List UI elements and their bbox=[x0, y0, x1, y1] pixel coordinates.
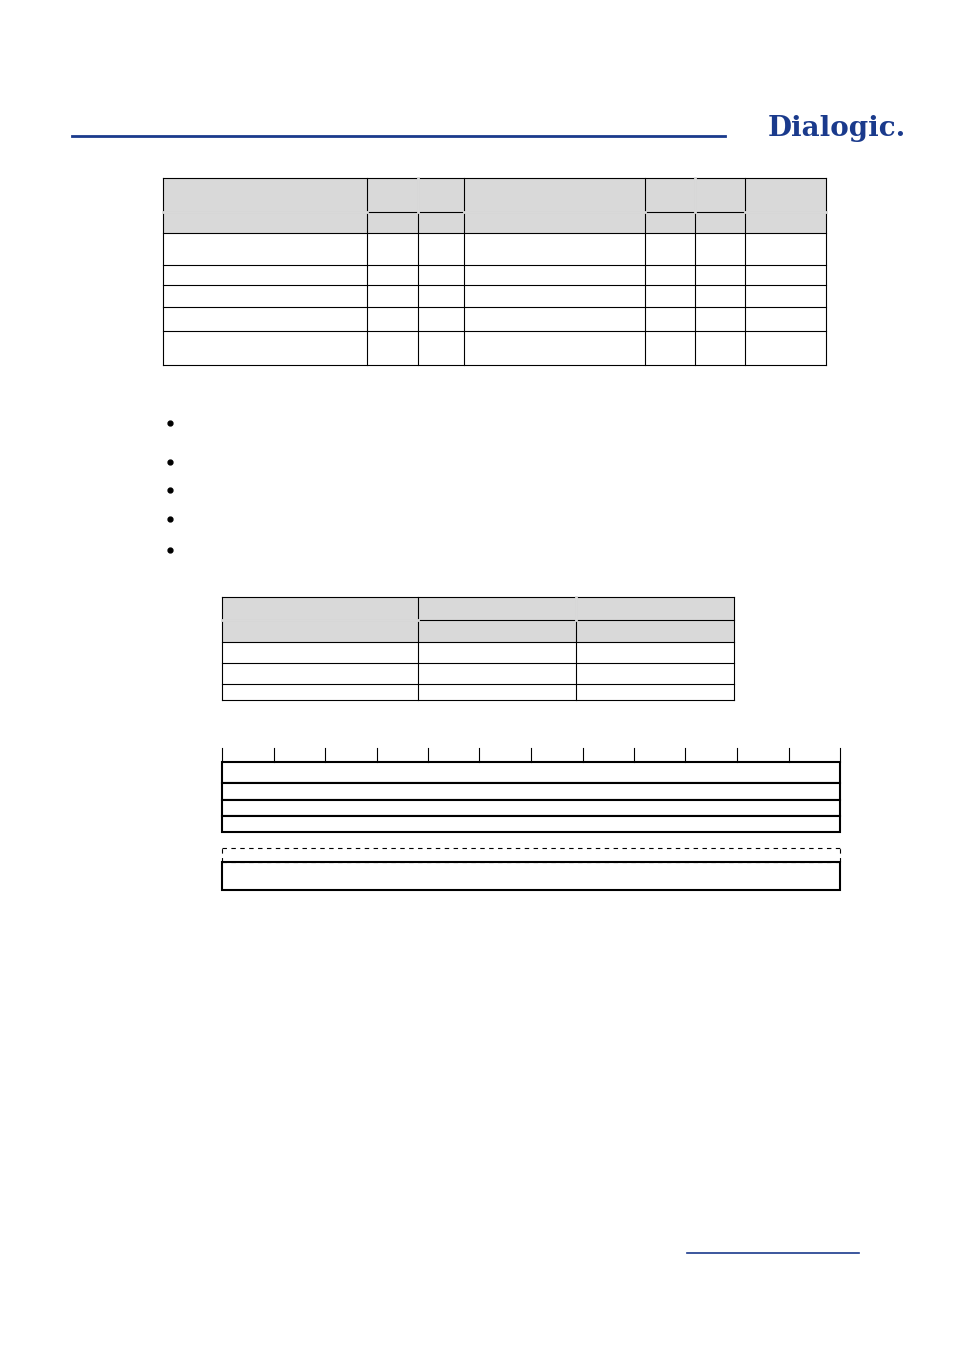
Bar bbox=[222, 815, 840, 832]
Bar bbox=[163, 178, 825, 364]
Bar bbox=[222, 863, 840, 890]
Bar bbox=[222, 783, 840, 801]
Bar bbox=[163, 178, 825, 234]
Bar bbox=[222, 761, 840, 783]
Bar bbox=[222, 801, 840, 815]
Bar bbox=[222, 597, 733, 701]
Text: Dialogic.: Dialogic. bbox=[767, 115, 905, 142]
Bar bbox=[222, 597, 733, 643]
